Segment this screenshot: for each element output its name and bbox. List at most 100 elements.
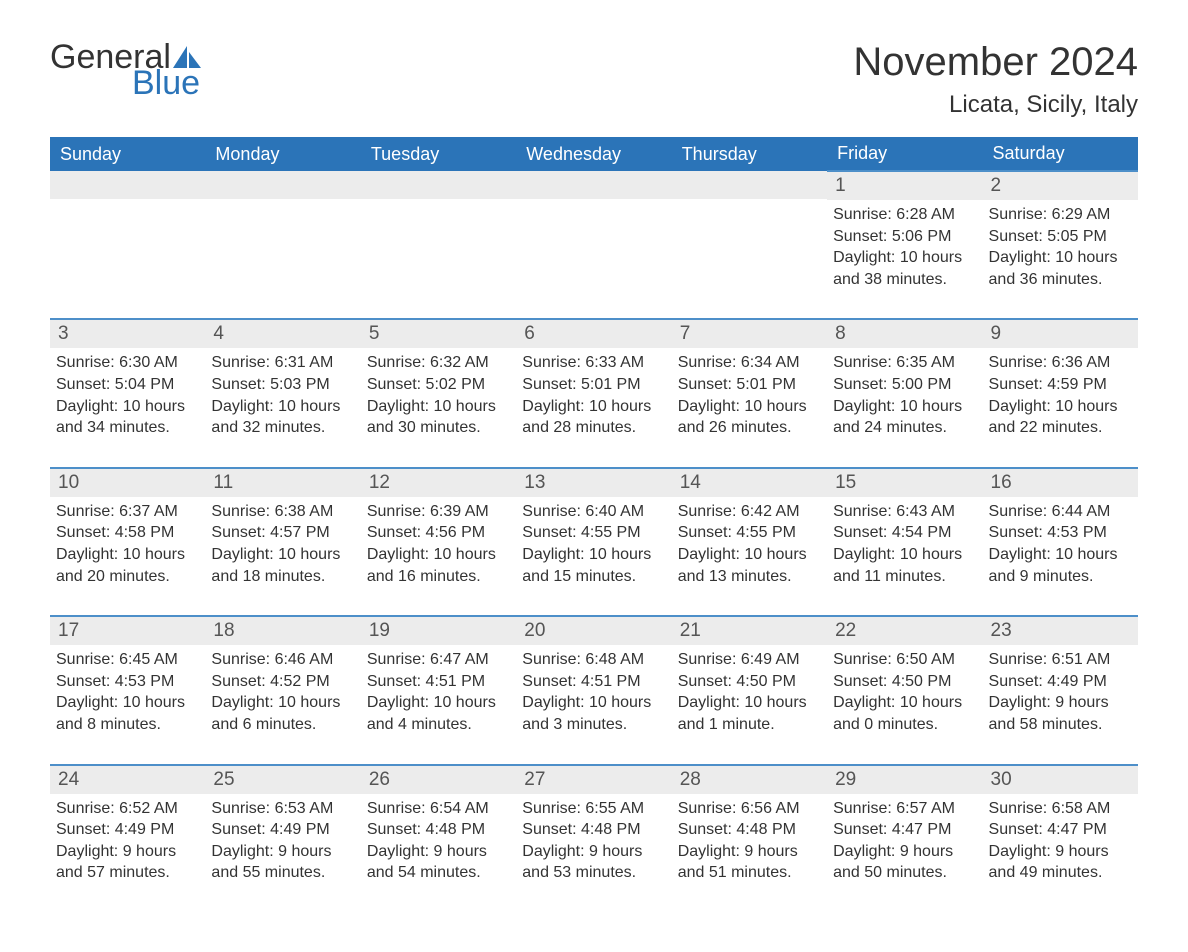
calendar-cell: 7Sunrise: 6:34 AMSunset: 5:01 PMDaylight… — [672, 319, 827, 467]
day-number: 17 — [58, 620, 79, 641]
sunset-value: 4:49 PM — [1047, 673, 1107, 690]
sunrise-label: Sunrise: — [211, 651, 274, 668]
calendar-cell: 27Sunrise: 6:55 AMSunset: 4:48 PMDayligh… — [516, 765, 671, 912]
daylight-label: Daylight: — [367, 398, 434, 415]
sunrise-line: Sunrise: 6:47 AM — [367, 649, 510, 671]
sunrise-line: Sunrise: 6:44 AM — [989, 501, 1132, 523]
daylight-label: Daylight: — [989, 546, 1056, 563]
sunrise-label: Sunrise: — [678, 800, 741, 817]
calendar-cell: 4Sunrise: 6:31 AMSunset: 5:03 PMDaylight… — [205, 319, 360, 467]
sunrise-label: Sunrise: — [211, 503, 274, 520]
sunset-line: Sunset: 4:47 PM — [989, 819, 1132, 841]
sunrise-value: 6:49 AM — [741, 651, 800, 668]
day-number-bar: 1 — [827, 172, 982, 200]
sunrise-line: Sunrise: 6:56 AM — [678, 798, 821, 820]
sunset-value: 5:05 PM — [1047, 228, 1107, 245]
sunset-label: Sunset: — [367, 821, 426, 838]
sunset-line: Sunset: 4:48 PM — [678, 819, 821, 841]
sunrise-value: 6:50 AM — [896, 651, 955, 668]
sunrise-label: Sunrise: — [367, 503, 430, 520]
day-number-bar: 11 — [205, 469, 360, 497]
day-number: 1 — [835, 175, 846, 196]
sunrise-line: Sunrise: 6:57 AM — [833, 798, 976, 820]
sunset-label: Sunset: — [56, 376, 115, 393]
sunset-line: Sunset: 4:57 PM — [211, 522, 354, 544]
daylight-line: Daylight: 10 hours and 13 minutes. — [678, 544, 821, 587]
sunrise-label: Sunrise: — [678, 354, 741, 371]
day-number-bar: 3 — [50, 320, 205, 348]
sunset-value: 5:01 PM — [736, 376, 796, 393]
daylight-label: Daylight: — [989, 694, 1056, 711]
sunrise-label: Sunrise: — [367, 800, 430, 817]
day-details: Sunrise: 6:40 AMSunset: 4:55 PMDaylight:… — [522, 501, 665, 587]
daylight-label: Daylight: — [678, 398, 745, 415]
sunrise-line: Sunrise: 6:51 AM — [989, 649, 1132, 671]
sunset-value: 4:50 PM — [892, 673, 952, 690]
sunset-line: Sunset: 4:48 PM — [367, 819, 510, 841]
sunrise-label: Sunrise: — [522, 354, 585, 371]
sunset-line: Sunset: 4:49 PM — [56, 819, 199, 841]
sunset-value: 4:52 PM — [270, 673, 330, 690]
daylight-line: Daylight: 10 hours and 8 minutes. — [56, 692, 199, 735]
sunrise-label: Sunrise: — [989, 354, 1052, 371]
day-details: Sunrise: 6:53 AMSunset: 4:49 PMDaylight:… — [211, 798, 354, 884]
sunset-value: 4:54 PM — [892, 524, 952, 541]
day-number: 2 — [991, 175, 1002, 196]
day-number-bar — [516, 171, 671, 199]
daylight-line: Daylight: 9 hours and 54 minutes. — [367, 841, 510, 884]
sunrise-value: 6:35 AM — [896, 354, 955, 371]
day-number-bar: 7 — [672, 320, 827, 348]
sunrise-value: 6:52 AM — [119, 800, 178, 817]
calendar-cell: 21Sunrise: 6:49 AMSunset: 4:50 PMDayligh… — [672, 616, 827, 764]
daylight-label: Daylight: — [678, 843, 745, 860]
sunrise-value: 6:28 AM — [896, 206, 955, 223]
sunrise-label: Sunrise: — [833, 503, 896, 520]
sunrise-value: 6:38 AM — [275, 503, 334, 520]
sunset-label: Sunset: — [989, 228, 1048, 245]
daylight-label: Daylight: — [56, 843, 123, 860]
calendar-cell: 18Sunrise: 6:46 AMSunset: 4:52 PMDayligh… — [205, 616, 360, 764]
calendar-cell: 20Sunrise: 6:48 AMSunset: 4:51 PMDayligh… — [516, 616, 671, 764]
sunset-value: 4:53 PM — [115, 673, 175, 690]
sunrise-line: Sunrise: 6:40 AM — [522, 501, 665, 523]
sunrise-value: 6:34 AM — [741, 354, 800, 371]
location-subtitle: Licata, Sicily, Italy — [853, 91, 1138, 119]
sunrise-line: Sunrise: 6:28 AM — [833, 204, 976, 226]
daylight-label: Daylight: — [833, 546, 900, 563]
sunrise-value: 6:30 AM — [119, 354, 178, 371]
daylight-label: Daylight: — [367, 694, 434, 711]
day-number-bar: 14 — [672, 469, 827, 497]
daylight-line: Daylight: 9 hours and 49 minutes. — [989, 841, 1132, 884]
sunset-label: Sunset: — [989, 524, 1048, 541]
sunset-label: Sunset: — [678, 524, 737, 541]
day-number: 15 — [835, 472, 856, 493]
sunset-line: Sunset: 4:56 PM — [367, 522, 510, 544]
calendar-cell: 22Sunrise: 6:50 AMSunset: 4:50 PMDayligh… — [827, 616, 982, 764]
sunset-line: Sunset: 5:01 PM — [522, 374, 665, 396]
title-block: November 2024 Licata, Sicily, Italy — [853, 40, 1138, 119]
sunrise-value: 6:39 AM — [430, 503, 489, 520]
sunrise-line: Sunrise: 6:32 AM — [367, 352, 510, 374]
day-header: Tuesday — [361, 137, 516, 171]
daylight-label: Daylight: — [833, 843, 900, 860]
day-number: 9 — [991, 323, 1002, 344]
day-details: Sunrise: 6:29 AMSunset: 5:05 PMDaylight:… — [989, 204, 1132, 290]
day-number: 22 — [835, 620, 856, 641]
daylight-line: Daylight: 10 hours and 36 minutes. — [989, 247, 1132, 290]
sunrise-value: 6:45 AM — [119, 651, 178, 668]
sunset-value: 4:48 PM — [581, 821, 641, 838]
daylight-label: Daylight: — [833, 694, 900, 711]
day-header-row: Sunday Monday Tuesday Wednesday Thursday… — [50, 137, 1138, 171]
daylight-line: Daylight: 10 hours and 38 minutes. — [833, 247, 976, 290]
sunset-label: Sunset: — [833, 821, 892, 838]
sunset-label: Sunset: — [367, 376, 426, 393]
sunrise-label: Sunrise: — [833, 800, 896, 817]
day-details: Sunrise: 6:57 AMSunset: 4:47 PMDaylight:… — [833, 798, 976, 884]
day-number-bar: 16 — [983, 469, 1138, 497]
sunset-label: Sunset: — [989, 673, 1048, 690]
sunrise-label: Sunrise: — [989, 800, 1052, 817]
month-title: November 2024 — [853, 40, 1138, 85]
daylight-line: Daylight: 10 hours and 4 minutes. — [367, 692, 510, 735]
day-number: 7 — [680, 323, 691, 344]
calendar-cell: 29Sunrise: 6:57 AMSunset: 4:47 PMDayligh… — [827, 765, 982, 912]
